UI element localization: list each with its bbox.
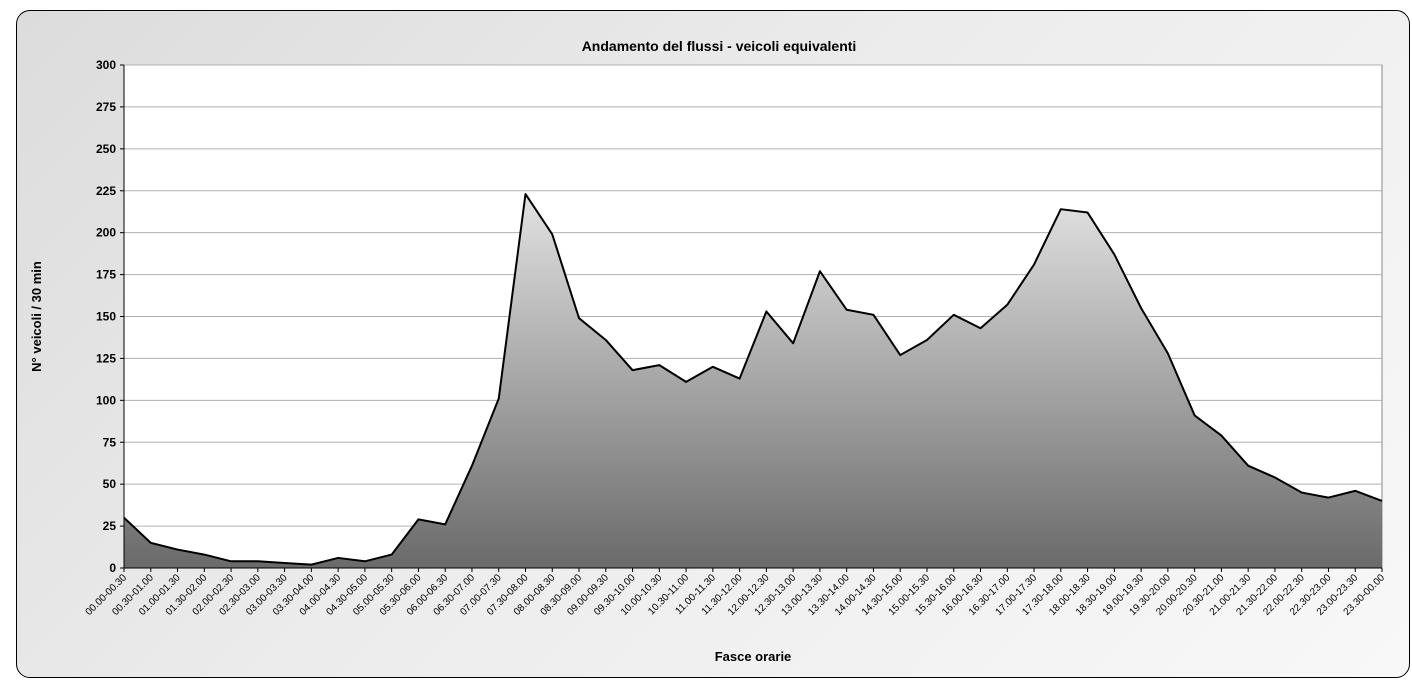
chart-frame: Andamento del flussi - veicoli equivalen… [16, 10, 1410, 678]
data-point [1194, 414, 1196, 416]
data-point [551, 233, 553, 235]
data-point [417, 518, 419, 520]
data-point [792, 342, 794, 344]
data-point [1087, 212, 1089, 214]
data-point [578, 317, 580, 319]
data-point [872, 314, 874, 316]
data-point [819, 270, 821, 272]
data-point [498, 398, 500, 400]
data-point [1327, 497, 1329, 499]
data-point [444, 523, 446, 525]
data-point [605, 339, 607, 341]
y-tick-label: 200 [96, 226, 116, 240]
data-point [1301, 492, 1303, 494]
y-tick-label: 150 [96, 310, 116, 324]
data-point [1006, 304, 1008, 306]
y-axis-title: N° veicoli / 30 min [29, 261, 44, 372]
data-point [203, 554, 205, 556]
y-tick-label: 50 [103, 477, 117, 491]
y-tick-label: 25 [103, 519, 117, 533]
y-axis-ticks: 0 25 50 75 100 125 150 175 200 225 250 275 300 [96, 58, 124, 575]
data-point [391, 554, 393, 556]
data-point [926, 339, 928, 341]
data-point [632, 369, 634, 371]
data-point [284, 562, 286, 564]
data-point [150, 542, 152, 544]
y-tick-label: 125 [96, 351, 116, 365]
data-point [685, 381, 687, 383]
data-point [1274, 476, 1276, 478]
data-point [471, 465, 473, 467]
data-point [1247, 465, 1249, 467]
data-point [899, 354, 901, 356]
data-point [524, 193, 526, 195]
data-point [1167, 352, 1169, 354]
data-point [257, 560, 259, 562]
data-point [953, 314, 955, 316]
y-tick-label: 100 [96, 393, 116, 407]
data-point [1033, 264, 1035, 266]
y-tick-label: 225 [96, 184, 116, 198]
chart-svg: Andamento del flussi - veicoli equivalen… [29, 38, 1387, 664]
y-tick-label: 0 [109, 561, 116, 575]
y-tick-label: 75 [103, 435, 117, 449]
data-point [712, 366, 714, 368]
data-point [364, 560, 366, 562]
area-series [124, 194, 1382, 568]
data-point [658, 364, 660, 366]
data-point [739, 378, 741, 380]
y-tick-label: 275 [96, 100, 116, 114]
data-point [1113, 253, 1115, 255]
data-point [337, 557, 339, 559]
data-point [846, 309, 848, 311]
data-point [1381, 500, 1383, 502]
y-tick-label: 250 [96, 142, 116, 156]
data-point [765, 310, 767, 312]
y-tick-label: 175 [96, 268, 116, 282]
chart-title: Andamento del flussi - veicoli equivalen… [582, 38, 857, 54]
data-point [177, 549, 179, 551]
x-axis-title: Fasce orarie [715, 649, 792, 664]
y-tick-label: 300 [96, 58, 116, 72]
data-point [1220, 435, 1222, 437]
area-series-outline [123, 193, 1383, 566]
x-axis-ticks: 00.00-00.3000.30-01.0001.00-01.3001.30-0… [84, 568, 1387, 618]
data-point [1140, 307, 1142, 309]
data-point [980, 327, 982, 329]
data-point [1354, 490, 1356, 492]
data-point [1060, 208, 1062, 210]
data-point [310, 564, 312, 566]
data-point [230, 560, 232, 562]
